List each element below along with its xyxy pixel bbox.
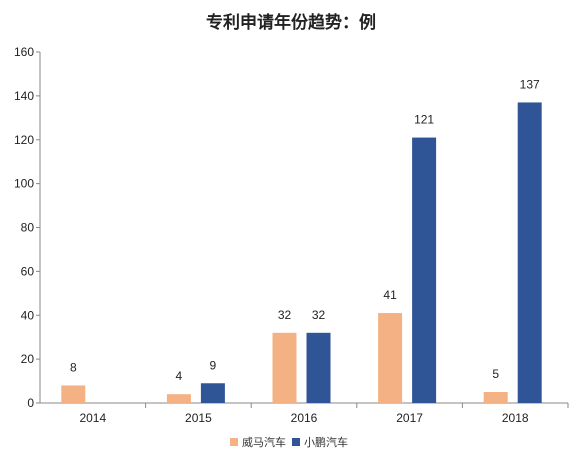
bar: [378, 313, 403, 403]
x-tick-label: 2016: [291, 411, 318, 425]
legend: 威马汽车 小鹏汽车: [230, 435, 348, 449]
bar: [517, 102, 542, 404]
legend-label: 小鹏汽车: [304, 435, 348, 449]
legend-swatch: [230, 438, 238, 446]
data-label: 9: [210, 358, 217, 372]
legend-label: 威马汽车: [242, 435, 286, 449]
data-label: 41: [383, 288, 397, 302]
y-tick-label: 140: [14, 89, 34, 103]
data-label: 4: [176, 369, 183, 383]
y-tick-label: 40: [21, 308, 35, 322]
bar: [61, 385, 86, 403]
y-tick-label: 160: [14, 45, 34, 59]
bar: [272, 332, 297, 403]
data-label: 5: [492, 367, 499, 381]
y-tick-label: 120: [14, 133, 34, 147]
chart-title: 专利申请年份趋势：例: [206, 13, 376, 33]
bar: [200, 383, 225, 403]
data-label: 121: [414, 113, 434, 127]
bar: [306, 332, 331, 403]
bar: [483, 392, 508, 403]
x-tick-label: 2018: [502, 411, 529, 425]
y-tick-label: 100: [14, 177, 34, 191]
y-tick-label: 80: [21, 221, 35, 235]
x-tick-label: 2014: [79, 411, 106, 425]
data-label: 8: [70, 360, 77, 374]
legend-swatch: [292, 438, 300, 446]
x-tick-label: 2017: [396, 411, 423, 425]
data-label: 32: [278, 308, 292, 322]
x-tick-label: 2015: [185, 411, 212, 425]
bar: [166, 394, 191, 403]
y-tick-label: 20: [21, 352, 35, 366]
y-tick-label: 60: [21, 264, 35, 278]
bar: [412, 137, 437, 403]
data-label: 137: [520, 77, 540, 91]
y-tick-label: 0: [27, 396, 34, 410]
data-label: 32: [312, 308, 326, 322]
